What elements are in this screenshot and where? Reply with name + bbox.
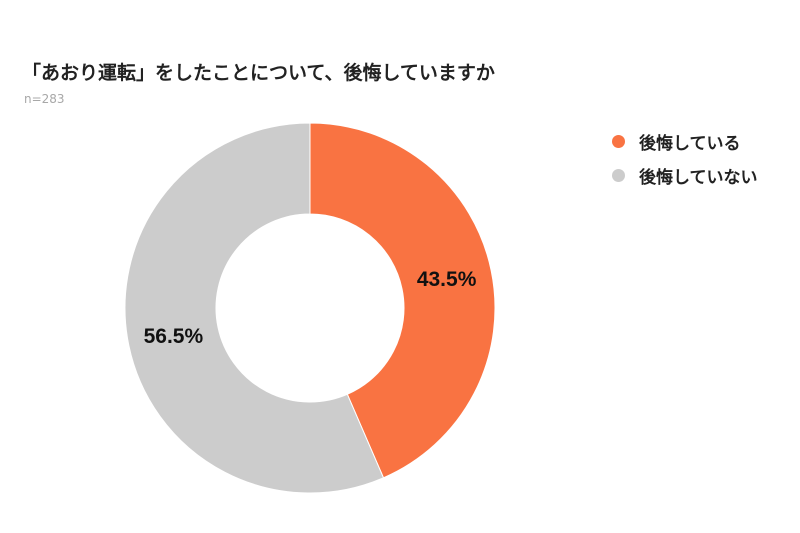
legend-label-no-regret: 後悔していない: [639, 167, 758, 188]
legend-swatch-no-regret: [612, 168, 625, 182]
sample-size-note: n=283: [24, 92, 65, 106]
legend-item-regret: 後悔している: [612, 124, 758, 158]
chart-title: 「あおり運転」をしたことについて、後悔していますか: [22, 62, 495, 84]
slice-no-regret: [124, 122, 385, 494]
data-label-no-regret: 56.5%: [144, 325, 204, 348]
slice-regret: [309, 122, 496, 479]
legend-swatch-regret: [612, 134, 625, 148]
chart-legend: 後悔している 後悔していない: [612, 124, 758, 192]
data-label-regret: 43.5%: [417, 268, 477, 291]
legend-label-regret: 後悔している: [639, 133, 741, 154]
legend-item-no-regret: 後悔していない: [612, 158, 758, 192]
